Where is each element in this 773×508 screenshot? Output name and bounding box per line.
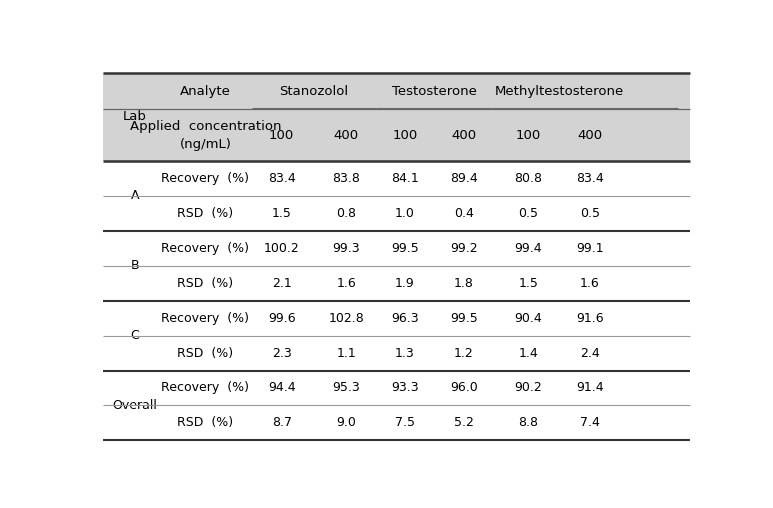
Text: 93.3: 93.3 <box>391 382 419 395</box>
Text: 80.8: 80.8 <box>514 172 542 185</box>
Text: 1.6: 1.6 <box>580 277 600 290</box>
Text: 83.8: 83.8 <box>332 172 360 185</box>
Text: Testosterone: Testosterone <box>392 84 477 98</box>
Text: 1.3: 1.3 <box>395 346 415 360</box>
Text: 95.3: 95.3 <box>332 382 360 395</box>
Text: 9.0: 9.0 <box>336 417 356 429</box>
Text: 90.2: 90.2 <box>514 382 542 395</box>
Text: RSD  (%): RSD (%) <box>177 346 233 360</box>
Text: 2.4: 2.4 <box>580 346 600 360</box>
Text: 400: 400 <box>451 129 476 142</box>
Text: 99.2: 99.2 <box>450 242 478 255</box>
Text: 99.3: 99.3 <box>332 242 360 255</box>
Text: 89.4: 89.4 <box>450 172 478 185</box>
Text: 83.4: 83.4 <box>576 172 604 185</box>
Text: 7.5: 7.5 <box>395 417 415 429</box>
Text: 8.7: 8.7 <box>271 417 291 429</box>
Text: 1.9: 1.9 <box>395 277 415 290</box>
Text: 99.1: 99.1 <box>576 242 604 255</box>
Text: 99.6: 99.6 <box>268 311 295 325</box>
Text: 0.8: 0.8 <box>336 207 356 220</box>
Text: 2.1: 2.1 <box>272 277 291 290</box>
Text: 91.6: 91.6 <box>576 311 604 325</box>
Text: 99.5: 99.5 <box>391 242 419 255</box>
Text: 400: 400 <box>334 129 359 142</box>
Text: 0.5: 0.5 <box>580 207 600 220</box>
Text: 0.5: 0.5 <box>518 207 538 220</box>
Text: 1.5: 1.5 <box>272 207 291 220</box>
Text: 8.8: 8.8 <box>518 417 538 429</box>
Text: Analyte: Analyte <box>180 84 231 98</box>
Text: B: B <box>131 259 139 272</box>
Text: 91.4: 91.4 <box>576 382 604 395</box>
Text: 0.4: 0.4 <box>454 207 474 220</box>
Text: RSD  (%): RSD (%) <box>177 417 233 429</box>
Text: Lab: Lab <box>123 110 147 123</box>
Text: 90.4: 90.4 <box>514 311 542 325</box>
Text: 5.2: 5.2 <box>454 417 474 429</box>
Text: 99.4: 99.4 <box>515 242 542 255</box>
Text: 1.0: 1.0 <box>395 207 415 220</box>
Text: 1.1: 1.1 <box>336 346 356 360</box>
Text: Applied  concentration
(ng/mL): Applied concentration (ng/mL) <box>130 120 281 151</box>
Text: Stanozolol: Stanozolol <box>279 84 349 98</box>
Text: 400: 400 <box>577 129 602 142</box>
Text: 100: 100 <box>269 129 295 142</box>
Text: 102.8: 102.8 <box>329 311 364 325</box>
Text: 94.4: 94.4 <box>268 382 295 395</box>
Text: 100.2: 100.2 <box>264 242 300 255</box>
Text: 7.4: 7.4 <box>580 417 600 429</box>
Text: 1.6: 1.6 <box>336 277 356 290</box>
Text: 2.3: 2.3 <box>272 346 291 360</box>
Text: 1.2: 1.2 <box>454 346 474 360</box>
Text: Recovery  (%): Recovery (%) <box>162 172 250 185</box>
Text: 99.5: 99.5 <box>450 311 478 325</box>
Text: 84.1: 84.1 <box>391 172 419 185</box>
Text: Overall: Overall <box>112 399 158 412</box>
Text: 100: 100 <box>393 129 417 142</box>
Text: RSD  (%): RSD (%) <box>177 207 233 220</box>
Text: 1.4: 1.4 <box>519 346 538 360</box>
Text: 100: 100 <box>516 129 541 142</box>
Text: 1.8: 1.8 <box>454 277 474 290</box>
Text: A: A <box>131 189 139 202</box>
Text: Methyltestosterone: Methyltestosterone <box>495 84 624 98</box>
Text: 96.0: 96.0 <box>450 382 478 395</box>
Text: RSD  (%): RSD (%) <box>177 277 233 290</box>
Text: 96.3: 96.3 <box>391 311 419 325</box>
Text: Recovery  (%): Recovery (%) <box>162 382 250 395</box>
Text: Recovery  (%): Recovery (%) <box>162 311 250 325</box>
Text: 83.4: 83.4 <box>267 172 295 185</box>
Text: 1.5: 1.5 <box>519 277 538 290</box>
Text: C: C <box>131 329 139 342</box>
Text: Recovery  (%): Recovery (%) <box>162 242 250 255</box>
